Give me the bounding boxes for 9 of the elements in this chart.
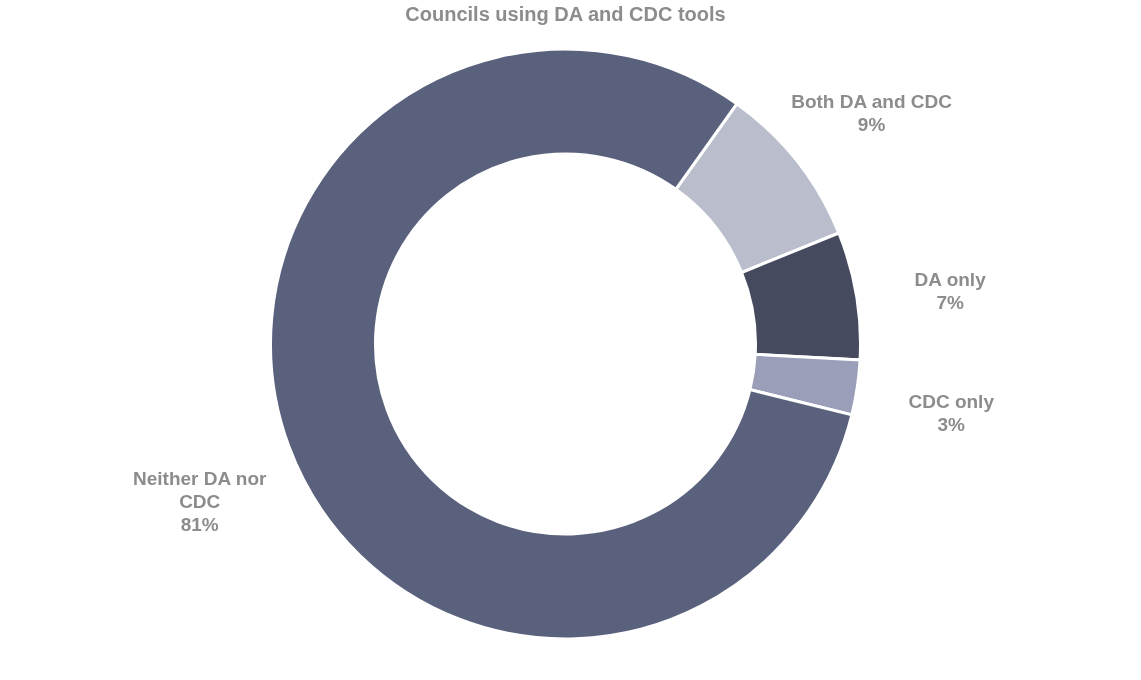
data-label: 7% — [936, 291, 964, 313]
slice-label: Both DA and CDC — [791, 91, 953, 113]
data-label: 81% — [180, 514, 219, 536]
slice-label: CDC only — [908, 390, 995, 412]
slice-label: DA only — [914, 268, 987, 290]
data-label: 3% — [937, 413, 966, 435]
slice-label: Neither DA nor CDC — [133, 468, 267, 513]
chart-title: Councils using DA and CDC tools — [405, 3, 726, 25]
data-label: 9% — [857, 114, 886, 136]
